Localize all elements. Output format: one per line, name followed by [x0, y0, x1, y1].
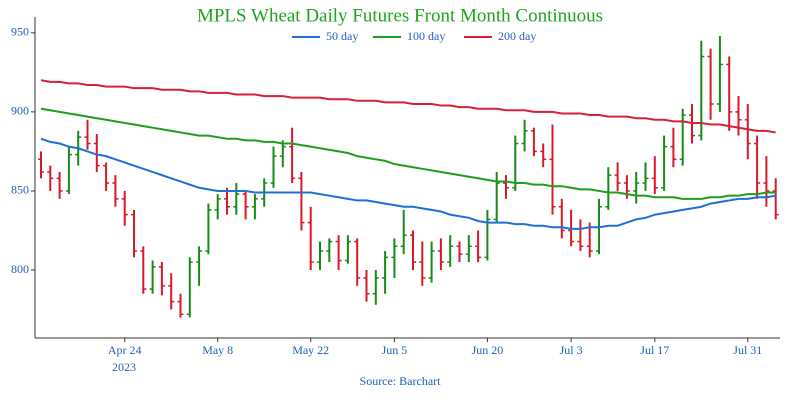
chart-title: MPLS Wheat Daily Futures Front Month Con… [197, 5, 603, 26]
x-tick-label: Jul 3 [560, 343, 583, 357]
legend-label: 200 day [498, 29, 536, 43]
x-tick-label: May 8 [202, 343, 233, 357]
y-tick-label: 900 [11, 104, 29, 118]
y-tick-label: 850 [11, 183, 29, 197]
source: Source: Barchart [360, 374, 442, 388]
x-tick-label: Jun 20 [472, 343, 504, 357]
x-year-label: 2023 [112, 360, 136, 374]
x-tick-label: Apr 24 [108, 343, 142, 357]
moving-average-line [40, 137, 776, 230]
x-tick-label: Jul 17 [640, 343, 669, 357]
y-tick-label: 800 [11, 262, 29, 276]
legend-label: 100 day [407, 29, 445, 43]
moving-average-line [40, 107, 776, 200]
x-tick-label: Jul 31 [733, 343, 762, 357]
legend-label: 50 day [326, 29, 358, 43]
moving-average-line [40, 79, 776, 134]
x-tick-label: May 22 [292, 343, 329, 357]
x-tick-label: Jun 5 [382, 343, 408, 357]
y-tick-label: 950 [11, 25, 29, 39]
